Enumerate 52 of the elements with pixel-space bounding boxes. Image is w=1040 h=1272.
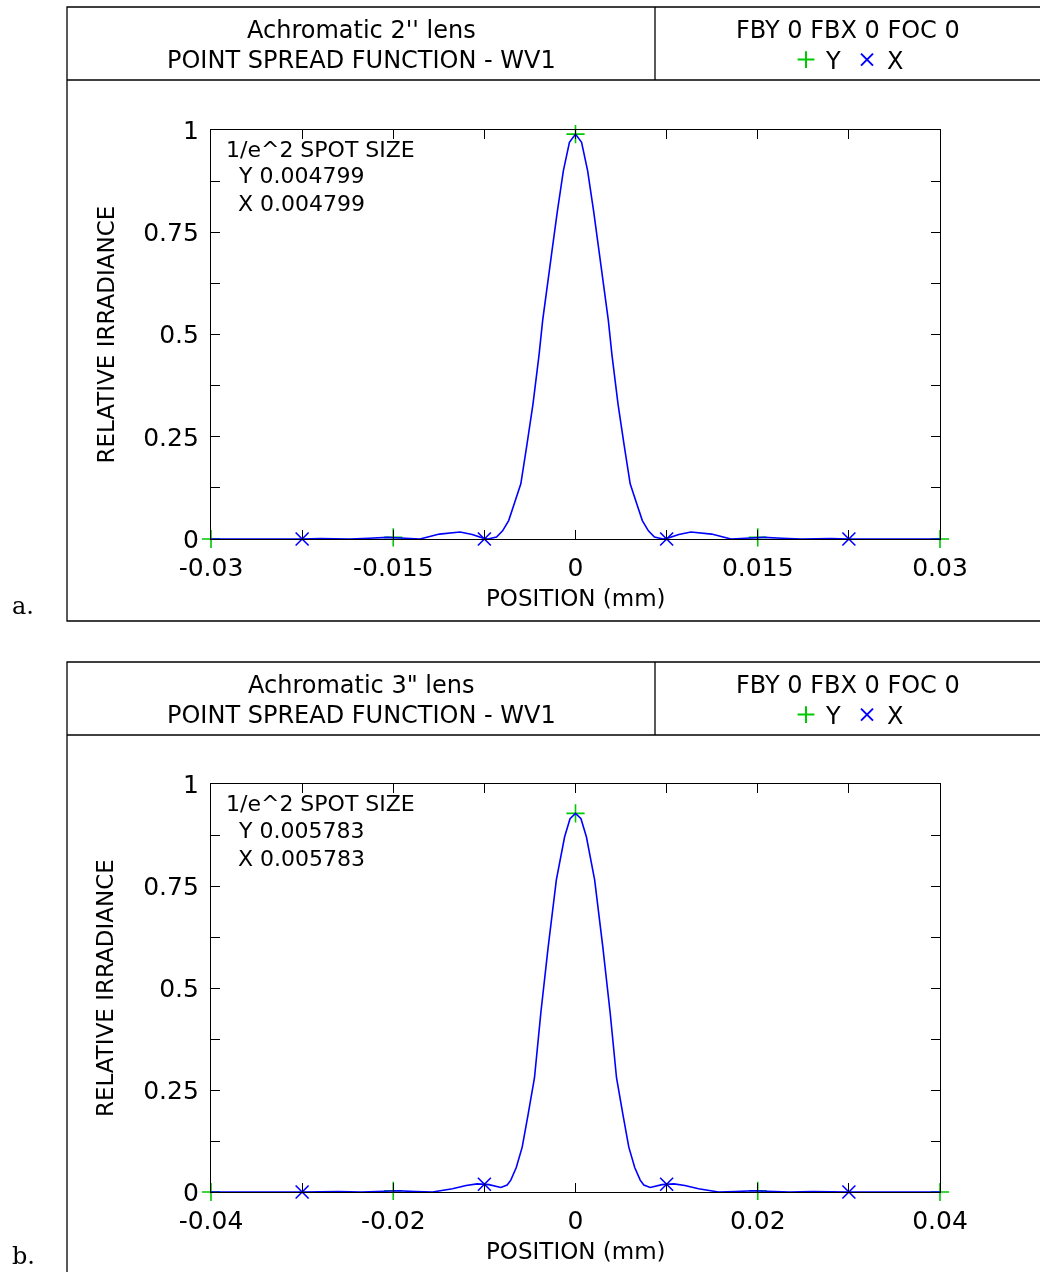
annotation: Y 0.004799: [238, 163, 365, 188]
x-tick-label: -0.04: [178, 1206, 244, 1236]
y-axis-title: RELATIVE IRRADIANCE: [92, 859, 118, 1117]
point: [659, 1176, 674, 1192]
chart-title: Achromatic 2'' lens: [247, 16, 476, 44]
x-tick-label: -0.015: [352, 553, 434, 583]
y-tick-label: 0: [182, 1177, 199, 1207]
y-tick-label: 0.75: [143, 218, 199, 247]
x-tick-label: 0.04: [912, 1206, 968, 1236]
point: [565, 803, 586, 824]
text: b.: [12, 1242, 35, 1270]
text: a.: [12, 592, 34, 620]
x-tick-label: -0.03: [178, 553, 244, 583]
legend-label: X: [887, 701, 904, 730]
y-tick-label: 0.5: [159, 973, 199, 1003]
x-tick-label: 0: [567, 1206, 584, 1236]
y-tick-label: 0: [182, 524, 199, 554]
annotation: X 0.004799: [238, 191, 366, 216]
annotation: 1/e^2 SPOT SIZE: [226, 137, 415, 162]
y-tick-label: 1: [182, 115, 199, 145]
x-tick-label: 0.02: [729, 1206, 786, 1236]
text: FBY 0 FBX 0 FOC 0: [736, 16, 960, 44]
y-tick-label: 0.25: [143, 1075, 199, 1105]
point: [294, 531, 310, 547]
text: FBY 0 FBX 0 FOC 0: [736, 671, 960, 699]
y-tick-label: 1: [182, 769, 199, 799]
x-tick-label: 0: [567, 553, 584, 583]
x-axis-title: POSITION (mm): [486, 1238, 666, 1264]
point: [841, 531, 857, 547]
y-axis-title: RELATIVE IRRADIANCE: [92, 205, 119, 464]
point: [565, 124, 586, 144]
x-tick-label: -0.02: [360, 1206, 426, 1236]
point: [477, 1176, 492, 1192]
y-tick-label: 0.25: [143, 422, 199, 452]
point: [477, 531, 492, 547]
x-tick-label: 0.03: [912, 553, 968, 583]
point: [659, 531, 674, 547]
legend-label: Y: [825, 701, 841, 730]
x-tick-label: 0.015: [721, 553, 794, 583]
annotation: 1/e^2 SPOT SIZE: [226, 791, 415, 816]
legend-label: Y: [825, 46, 841, 75]
x-axis-title: POSITION (mm): [486, 585, 666, 611]
annotation: Y 0.005783: [238, 818, 365, 843]
annotation: X 0.005783: [238, 846, 366, 871]
legend-label: X: [887, 46, 904, 75]
y-tick-label: 0.75: [143, 871, 199, 901]
y-tick-label: 0.5: [159, 320, 199, 350]
point: [294, 1184, 310, 1200]
point: [841, 1184, 857, 1200]
chart-subtitle: POINT SPREAD FUNCTION - WV1: [167, 46, 556, 74]
chart-subtitle: POINT SPREAD FUNCTION - WV1: [167, 701, 556, 729]
chart-title: Achromatic 3" lens: [248, 671, 475, 699]
